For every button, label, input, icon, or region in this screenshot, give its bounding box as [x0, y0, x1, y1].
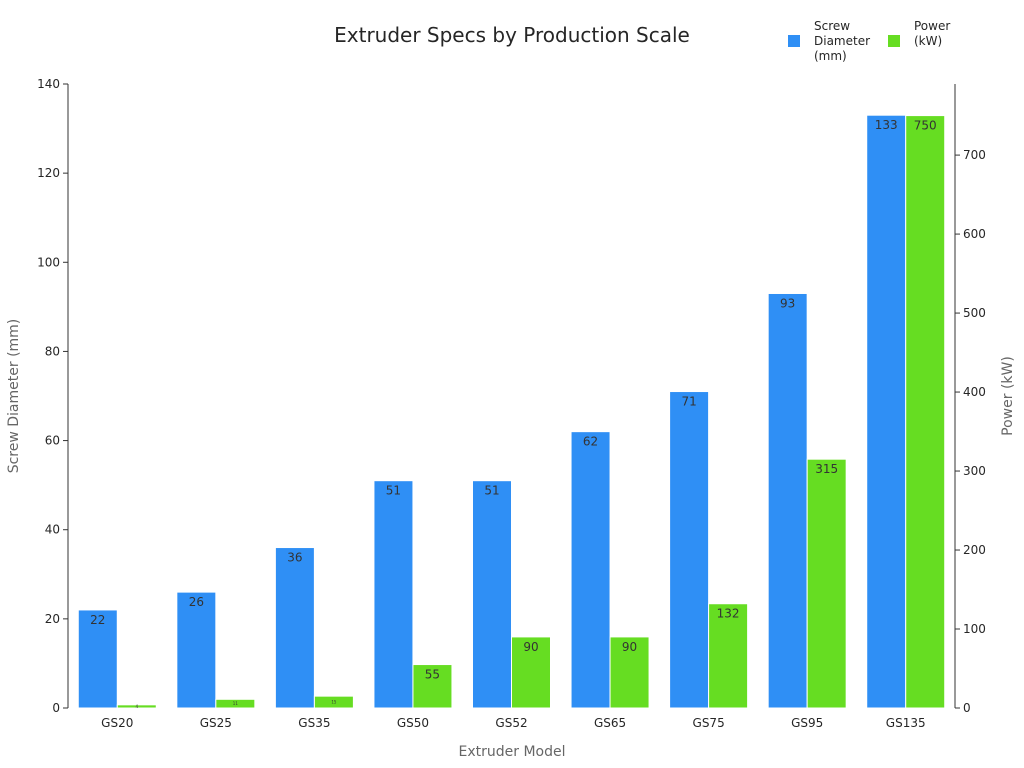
data-label-power: 315	[815, 462, 838, 476]
bar-screw-diameter	[274, 547, 315, 709]
x-tick-label: GS50	[397, 716, 429, 730]
x-tick-label: GS25	[200, 716, 232, 730]
y-tick-label: 60	[45, 434, 60, 448]
data-label-screw-diameter: 133	[875, 118, 898, 132]
data-label-power: 11	[233, 701, 239, 706]
y2-tick-label: 600	[963, 227, 986, 241]
y2-tick-label: 0	[963, 701, 971, 715]
data-label-power: 90	[523, 640, 538, 654]
bar-power	[412, 664, 453, 709]
y2-tick-label: 500	[963, 306, 986, 320]
y-axis-title: Screw Diameter (mm)	[6, 319, 22, 474]
x-tick-label: GS95	[791, 716, 823, 730]
bar-power	[313, 695, 354, 709]
bar-power	[511, 636, 551, 709]
y-tick-label: 140	[37, 77, 60, 91]
data-label-power: 750	[914, 119, 937, 133]
axes: 0 20 40 60 80 100 120 140 0 100 200 300 400 500 600 700…	[37, 77, 986, 730]
bars: 22 4 26 11 36 15 51 55 51 90 62 90 71 132 93 315 133 750	[77, 114, 946, 709]
bar-power	[806, 458, 847, 709]
data-label-screw-diameter: 36	[287, 551, 302, 565]
data-label-power: 90	[622, 640, 637, 654]
data-label-screw-diameter: 26	[189, 595, 204, 609]
bar-power	[609, 636, 650, 709]
legend-label: Power	[914, 19, 950, 33]
data-label-screw-diameter: 93	[780, 296, 795, 310]
y2-tick-label: 700	[963, 148, 986, 162]
bar-power	[905, 115, 946, 709]
data-label-power: 15	[331, 700, 337, 705]
x-tick-label: GS52	[495, 716, 527, 730]
chart-title: Extruder Specs by Production Scale	[334, 23, 690, 47]
bar-screw-diameter	[472, 480, 512, 709]
bar-screw-diameter	[77, 609, 118, 709]
bar-screw-diameter	[767, 292, 808, 709]
legend-swatch	[888, 35, 900, 47]
legend-label: (mm)	[814, 49, 847, 63]
data-label-screw-diameter: 51	[386, 484, 401, 498]
y-tick-label: 0	[52, 701, 60, 715]
x-tick-label: GS75	[693, 716, 725, 730]
y2-tick-label: 200	[963, 543, 986, 557]
y-tick-label: 100	[37, 255, 60, 269]
y2-tick-label: 300	[963, 464, 986, 478]
bar-screw-diameter	[570, 431, 611, 709]
x-tick-label: GS65	[594, 716, 626, 730]
x-tick-label: GS20	[101, 716, 133, 730]
y2-axis-title: Power (kW)	[1000, 356, 1016, 436]
legend-label: Diameter	[814, 34, 870, 48]
x-axis-title: Extruder Model	[459, 744, 566, 760]
data-label-screw-diameter: 62	[583, 435, 598, 449]
y-tick-label: 40	[45, 523, 60, 537]
legend-label: (kW)	[914, 34, 942, 48]
y-tick-label: 20	[45, 612, 60, 626]
bar-power	[215, 698, 256, 709]
bar-screw-diameter	[669, 391, 710, 709]
bar-screw-diameter	[866, 114, 907, 709]
y-tick-label: 80	[45, 344, 60, 358]
bar-screw-diameter	[176, 591, 217, 709]
x-tick-label: GS135	[886, 716, 926, 730]
bar-power	[116, 704, 157, 709]
bar-power	[708, 603, 749, 709]
legend-swatch	[788, 35, 800, 47]
x-tick-label: GS35	[298, 716, 330, 730]
data-label-power: 132	[717, 607, 740, 621]
data-label-power: 55	[425, 668, 440, 682]
data-label-screw-diameter: 51	[484, 484, 499, 498]
y-tick-label: 120	[37, 166, 60, 180]
data-label-screw-diameter: 22	[90, 613, 105, 627]
y2-tick-label: 400	[963, 385, 986, 399]
data-label-power: 4	[136, 704, 139, 709]
y2-tick-label: 100	[963, 622, 986, 636]
bar-screw-diameter	[373, 480, 414, 709]
data-label-screw-diameter: 71	[681, 395, 696, 409]
legend-label: Screw	[814, 19, 850, 33]
